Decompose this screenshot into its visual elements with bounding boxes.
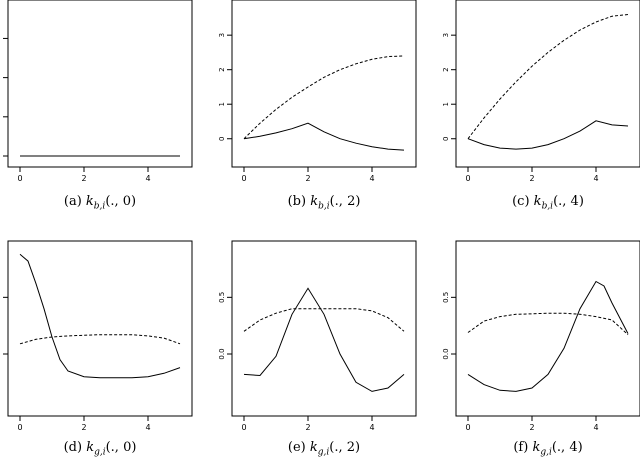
caption-b: (b) kb,i(., 2) xyxy=(224,194,424,212)
caption-symbol: k xyxy=(533,194,542,209)
panel-a: 0 2 4 0 1 2 3 xyxy=(0,0,193,183)
x-tick-label: 4 xyxy=(369,174,374,183)
caption-symbol: k xyxy=(309,440,318,455)
series-line-dashed xyxy=(243,308,405,332)
caption-tag: (c) xyxy=(512,194,534,209)
series-line-dashed xyxy=(467,14,629,140)
caption-symbol: k xyxy=(310,194,319,209)
y-tick-label: 0 xyxy=(218,137,226,141)
x-tick-label: 0 xyxy=(465,174,470,183)
series-line-dashed xyxy=(19,334,181,345)
caption-argument: (., 4) xyxy=(551,440,583,455)
panel-d: 0 2 4 0.0 0.5 xyxy=(0,240,193,432)
x-tick-label: 0 xyxy=(241,174,246,183)
caption-tag: (b) xyxy=(287,194,311,209)
x-tick-label: 4 xyxy=(593,174,598,183)
y-tick-label: 0.5 xyxy=(218,292,226,303)
panel-b: 0 2 4 0 1 2 3 xyxy=(218,0,417,183)
caption-argument: (., 2) xyxy=(329,194,361,209)
y-tick-label: 0 xyxy=(0,154,2,158)
y-tick-label: 0.0 xyxy=(0,348,2,359)
caption-symbol: k xyxy=(85,194,94,209)
x-tick-label: 4 xyxy=(145,174,150,183)
series-line-dashed xyxy=(467,312,629,336)
x-tick-label: 0 xyxy=(465,423,470,432)
caption-tag: (f) xyxy=(513,440,533,455)
x-tick-label: 0 xyxy=(17,423,22,432)
plot-frame xyxy=(455,240,640,417)
caption-argument: (., 4) xyxy=(553,194,584,209)
y-tick-label: 1 xyxy=(218,102,226,106)
caption-e: (e) kg,i(., 2) xyxy=(224,440,424,458)
series-line-solid xyxy=(19,253,181,379)
caption-subscript: g,i xyxy=(317,447,330,458)
caption-subscript: b,i xyxy=(318,201,330,212)
caption-argument: (., 0) xyxy=(105,194,137,209)
y-tick-label: 0.5 xyxy=(0,292,2,303)
series-line-solid xyxy=(243,287,405,392)
y-tick-label: 0 xyxy=(442,137,450,141)
plot-frame xyxy=(7,0,193,168)
x-tick-label: 2 xyxy=(305,174,310,183)
x-tick-label: 2 xyxy=(305,423,310,432)
y-tick-label: 2 xyxy=(442,67,450,71)
plot-frame xyxy=(231,0,417,168)
y-tick-label: 3 xyxy=(218,33,226,37)
y-tick-label: 0.0 xyxy=(218,348,226,359)
caption-f: (f) kg,i(., 4) xyxy=(448,440,640,458)
x-tick-label: 2 xyxy=(81,174,86,183)
y-tick-label: 0.5 xyxy=(442,292,450,303)
caption-subscript: b,i xyxy=(541,201,554,212)
y-tick-label: 3 xyxy=(0,36,2,40)
panel-f: 0 2 4 0.0 0.5 xyxy=(442,240,640,432)
x-tick-label: 4 xyxy=(593,423,598,432)
caption-tag: (e) xyxy=(287,440,310,455)
caption-subscript: b,i xyxy=(93,201,106,212)
caption-argument: (., 0) xyxy=(105,440,137,455)
caption-tag: (a) xyxy=(63,194,86,209)
y-tick-label: 3 xyxy=(442,33,450,37)
plot-frame xyxy=(231,240,417,417)
caption-tag: (d) xyxy=(63,440,87,455)
series-line-dashed xyxy=(243,55,405,140)
series-line-solid xyxy=(243,122,405,151)
x-tick-label: 2 xyxy=(81,423,86,432)
caption-a: (a) kb,i(., 0) xyxy=(0,194,200,212)
y-tick-label: 1 xyxy=(0,115,2,119)
caption-argument: (., 2) xyxy=(329,440,361,455)
x-tick-label: 4 xyxy=(369,423,374,432)
series-line-solid xyxy=(467,280,629,392)
caption-symbol: k xyxy=(532,440,541,455)
caption-subscript: g,i xyxy=(94,447,106,458)
y-tick-label: 2 xyxy=(0,75,2,79)
x-tick-label: 2 xyxy=(529,174,534,183)
x-tick-label: 2 xyxy=(529,423,534,432)
series-line-solid xyxy=(467,120,629,150)
plot-frame xyxy=(7,240,193,417)
caption-d: (d) kg,i(., 0) xyxy=(0,440,200,458)
caption-c: (c) kb,i(., 4) xyxy=(448,194,640,212)
panel-c: 0 2 4 0 1 2 3 xyxy=(442,0,640,183)
caption-subscript: g,i xyxy=(540,447,552,458)
caption-symbol: k xyxy=(86,440,95,455)
x-tick-label: 0 xyxy=(17,174,22,183)
x-tick-label: 0 xyxy=(241,423,246,432)
y-tick-label: 1 xyxy=(442,102,450,106)
y-tick-label: 2 xyxy=(218,67,226,71)
panel-e: 0 2 4 0.0 0.5 xyxy=(218,240,417,432)
x-tick-label: 4 xyxy=(145,423,150,432)
y-tick-label: 0.0 xyxy=(442,348,450,359)
plot-frame xyxy=(455,0,640,168)
